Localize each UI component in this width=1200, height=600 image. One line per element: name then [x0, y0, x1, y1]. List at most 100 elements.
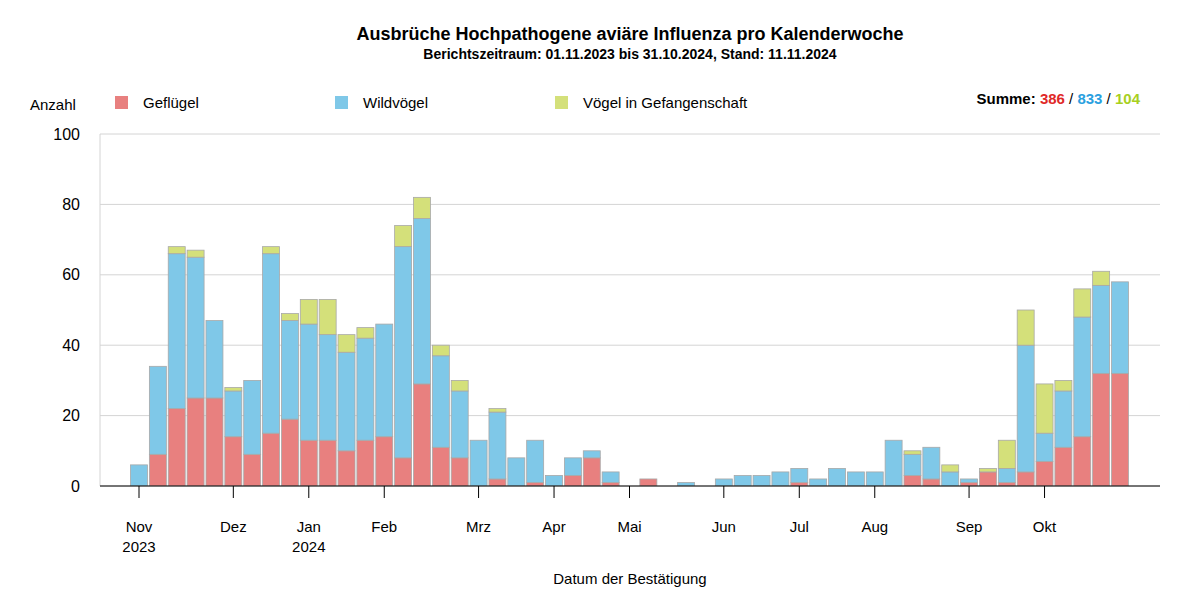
- bar: [413, 384, 430, 486]
- bar: [206, 321, 223, 398]
- legend-label: Geflügel: [143, 94, 199, 111]
- bar: [885, 440, 902, 441]
- bar: [357, 328, 374, 339]
- bar: [508, 458, 525, 486]
- bar: [451, 380, 468, 391]
- bar: [300, 440, 317, 486]
- bar: [1017, 472, 1034, 486]
- x-tick-label-line: Jan: [297, 518, 321, 535]
- bar: [791, 482, 808, 486]
- bar: [489, 479, 506, 486]
- bar: [338, 451, 355, 486]
- bar: [527, 440, 544, 441]
- title: Ausbrüche Hochpathogene aviäre Influenza…: [356, 24, 903, 44]
- y-axis-line: [100, 134, 101, 486]
- x-tick-label-line: Nov: [126, 518, 153, 535]
- legend: Geflügel Wildvögel Vögel in Gefangenschaft: [115, 94, 748, 111]
- bar: [281, 314, 298, 321]
- bar: [1055, 391, 1072, 447]
- x-tick-label: Sep: [956, 518, 983, 535]
- totals-value: 386: [1040, 90, 1065, 107]
- bar: [847, 471, 864, 472]
- bar: [187, 398, 204, 486]
- bar: [413, 218, 430, 383]
- x-tick-label-line: Apr: [542, 518, 565, 535]
- x-tick-mark: [384, 486, 385, 498]
- bar: [961, 482, 978, 486]
- bar-series: [168, 197, 1109, 472]
- bar: [187, 257, 204, 398]
- bar: [715, 479, 732, 486]
- bar: [338, 352, 355, 451]
- bar: [734, 475, 751, 476]
- bar: [979, 468, 996, 472]
- x-tick-label-line: Jul: [790, 518, 809, 535]
- bar: [885, 440, 902, 486]
- bar: [1017, 345, 1034, 472]
- bar: [206, 398, 223, 486]
- x-tick-label-line: 2023: [122, 538, 155, 555]
- legend-label: Wildvögel: [363, 94, 428, 111]
- legend-swatch: [335, 96, 348, 109]
- subtitle: Berichtszeitraum: 01.11.2023 bis 31.10.2…: [423, 46, 836, 62]
- x-tick-label-line: Aug: [861, 518, 888, 535]
- x-tick-label-line: Feb: [371, 518, 397, 535]
- bar: [149, 454, 166, 486]
- x-tick: Mrz: [466, 486, 491, 535]
- bar: [715, 478, 732, 479]
- bar: [225, 437, 242, 486]
- bar: [564, 458, 581, 476]
- x-tick: Apr: [542, 486, 565, 535]
- bar: [376, 324, 393, 325]
- bar: [602, 482, 619, 486]
- y-tick-label: 40: [62, 337, 80, 354]
- x-tick-label-line: Jun: [712, 518, 736, 535]
- x-tick-label-line: 2024: [292, 538, 325, 555]
- y-tick-label: 60: [62, 266, 80, 283]
- bar: [244, 380, 261, 454]
- bar: [564, 475, 581, 486]
- bar: [1112, 281, 1129, 282]
- bar: [678, 482, 695, 486]
- bar: [395, 458, 412, 486]
- bar: [640, 478, 657, 479]
- bar: [338, 335, 355, 353]
- x-tick-label: Feb: [371, 518, 397, 535]
- bar: [206, 320, 223, 321]
- bar: [168, 247, 185, 254]
- x-tick: Jul: [790, 486, 809, 535]
- bar: [187, 250, 204, 257]
- y-tick: 80: [62, 196, 80, 213]
- legend-label: Vögel in Gefangenschaft: [583, 94, 748, 111]
- x-tick-mark: [139, 486, 140, 498]
- bar: [904, 475, 921, 486]
- bar: [753, 475, 770, 486]
- bar: [998, 482, 1015, 486]
- x-tick-mark: [1044, 486, 1045, 498]
- y-axis-title: Anzahl: [30, 96, 76, 113]
- bar: [829, 468, 846, 486]
- bar: [376, 324, 393, 437]
- x-tick: Dez: [220, 486, 247, 535]
- bar: [489, 409, 506, 413]
- x-axis-title: Datum der Bestätigung: [553, 570, 706, 587]
- y-tick-label: 0: [71, 478, 80, 495]
- x-tick-mark: [308, 486, 309, 498]
- bar: [149, 366, 166, 367]
- x-tick-mark: [554, 486, 555, 498]
- bar: [1017, 310, 1034, 345]
- bar: [942, 472, 959, 486]
- x-tick-label: Nov 2023: [122, 518, 155, 555]
- legend-swatch: [115, 96, 128, 109]
- bar: [1093, 373, 1110, 486]
- bar: [527, 440, 544, 482]
- bar: [376, 437, 393, 486]
- bar: [319, 440, 336, 486]
- bar: [772, 472, 789, 486]
- legend-swatch: [555, 96, 568, 109]
- bar: [546, 475, 563, 476]
- bar: [168, 409, 185, 486]
- bar: [1093, 271, 1110, 285]
- totals: Summe: 386 / 833 / 104: [977, 90, 1141, 107]
- bar: [1036, 433, 1053, 461]
